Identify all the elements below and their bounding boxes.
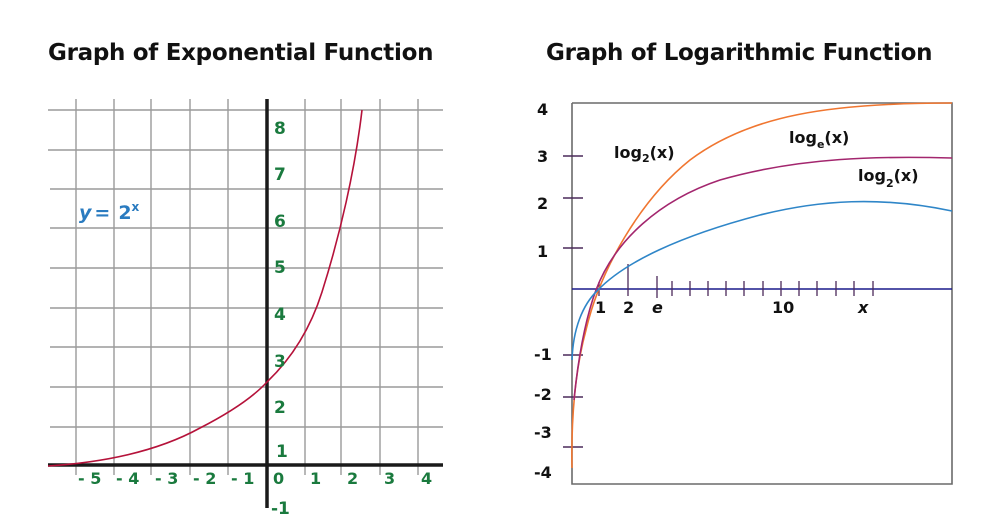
x-label: - 4 — [116, 469, 139, 488]
y-label: 5 — [274, 258, 286, 278]
curve-purple — [573, 156, 953, 401]
y-label: -2 — [534, 385, 552, 404]
y-label: 1 — [276, 442, 288, 462]
y-axis-labels: 4 3 2 1 -1 -2 -3 -4 — [534, 100, 552, 482]
x-label: - 3 — [155, 469, 178, 488]
y-label: 3 — [537, 147, 548, 166]
x-label-e: e — [652, 298, 663, 317]
y-axis-labels: 8 7 6 5 4 3 2 1 -1 — [271, 119, 290, 519]
curve-blue — [571, 200, 953, 361]
x-ticks — [598, 264, 874, 298]
curve-label-log2-right: log2(x) — [858, 166, 919, 190]
y-label: -3 — [534, 423, 552, 442]
x-label-2: 2 — [623, 298, 634, 317]
x-label: 1 — [310, 469, 321, 488]
y-label: 4 — [274, 305, 286, 325]
y-label: 8 — [274, 119, 286, 139]
y-label: 3 — [274, 352, 286, 372]
y-label: 2 — [537, 194, 548, 213]
x-label: - 1 — [231, 469, 254, 488]
exponential-chart-title: Graph of Exponential Function — [48, 40, 434, 66]
grid-lines — [48, 99, 443, 475]
x-axis-labels: 1 2 e 10 x — [595, 298, 869, 317]
logarithmic-chart-title: Graph of Logarithmic Function — [546, 40, 933, 66]
equation-label: y = 2x — [79, 200, 140, 224]
exponential-curve — [47, 109, 363, 467]
x-label: 3 — [384, 469, 395, 488]
x-label-10: 10 — [772, 298, 794, 317]
y-label: 4 — [537, 100, 548, 119]
x-label: - 2 — [193, 469, 216, 488]
curve-label-log2-left: log2(x) — [614, 143, 675, 165]
x-label: 0 — [273, 469, 284, 488]
y-label: 6 — [274, 212, 286, 232]
y-label: 1 — [537, 242, 548, 261]
y-label: -1 — [534, 345, 552, 364]
y-label: -4 — [534, 463, 552, 482]
y-label: 2 — [274, 398, 286, 418]
curve-label-loge: loge(x) — [789, 128, 849, 151]
y-label: 7 — [274, 165, 286, 185]
x-axis-labels: - 5 - 4 - 3 - 2 - 1 0 1 2 3 4 — [78, 469, 432, 488]
x-label-x: x — [857, 298, 869, 317]
x-label: 2 — [347, 469, 358, 488]
x-label: 4 — [421, 469, 432, 488]
x-label-1: 1 — [595, 298, 606, 317]
y-label: -1 — [271, 499, 290, 519]
x-label: - 5 — [78, 469, 101, 488]
logarithmic-chart: 4 3 2 1 -1 -2 -3 -4 1 2 e 10 x log2(x) l… — [534, 100, 953, 485]
exponential-chart: y = 2x 8 7 6 5 4 3 2 1 -1 - 5 - 4 - 3 - 2 … — [47, 99, 443, 519]
